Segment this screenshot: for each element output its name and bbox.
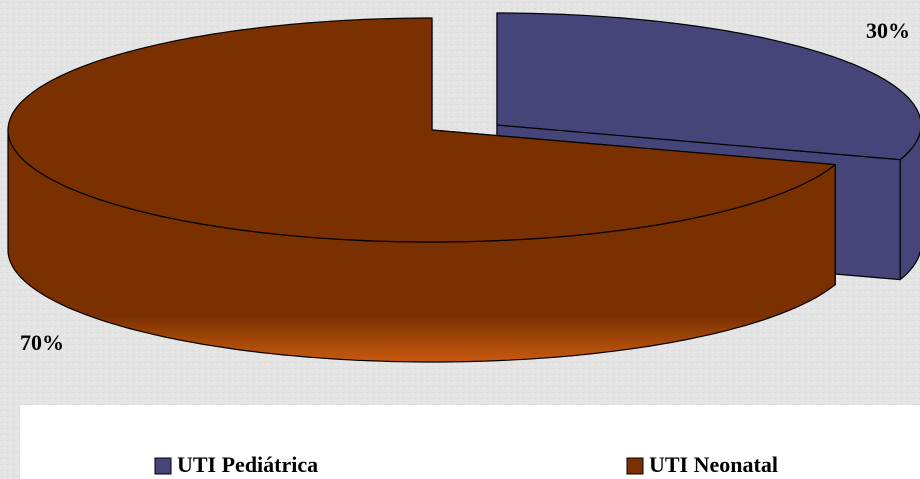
legend-swatch [154,457,172,475]
value-label: 70% [20,330,64,355]
value-label: 30% [866,18,910,43]
legend-label: UTI Pediátrica [177,452,318,477]
slice [7,17,836,243]
legend-swatch [626,457,644,475]
legend-label: UTI Neonatal [649,452,778,477]
legend: UTI Pediátrica UTI Neonatal [154,452,778,477]
pie [7,12,920,363]
slice [496,12,920,161]
